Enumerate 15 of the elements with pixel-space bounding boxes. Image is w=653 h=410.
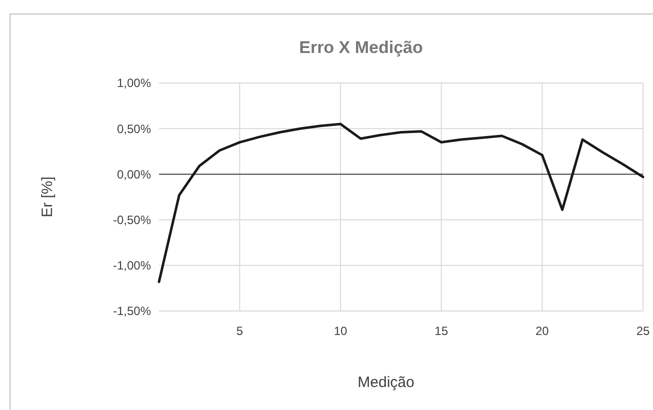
x-axis-title: Medição: [358, 374, 414, 391]
line-series: [158, 122, 644, 284]
y-tick-label: -1,00%: [112, 258, 152, 273]
y-tick-label: 0,50%: [116, 122, 152, 136]
x-tick-label: 25: [636, 324, 650, 338]
y-tick-label: -1,50%: [112, 304, 152, 318]
x-tick-label: 10: [334, 324, 348, 338]
y-tick-label: -0,50%: [112, 213, 152, 227]
x-tick-label: 5: [236, 324, 244, 338]
x-tick-label: 15: [434, 324, 448, 338]
x-tick-label: 20: [535, 324, 550, 338]
y-axis-title: Er [%]: [39, 176, 56, 218]
y-tick-label: 1,00%: [116, 76, 152, 90]
chart-title: Erro X Medição: [299, 38, 423, 57]
y-tick-label: 0,00%: [116, 167, 152, 182]
